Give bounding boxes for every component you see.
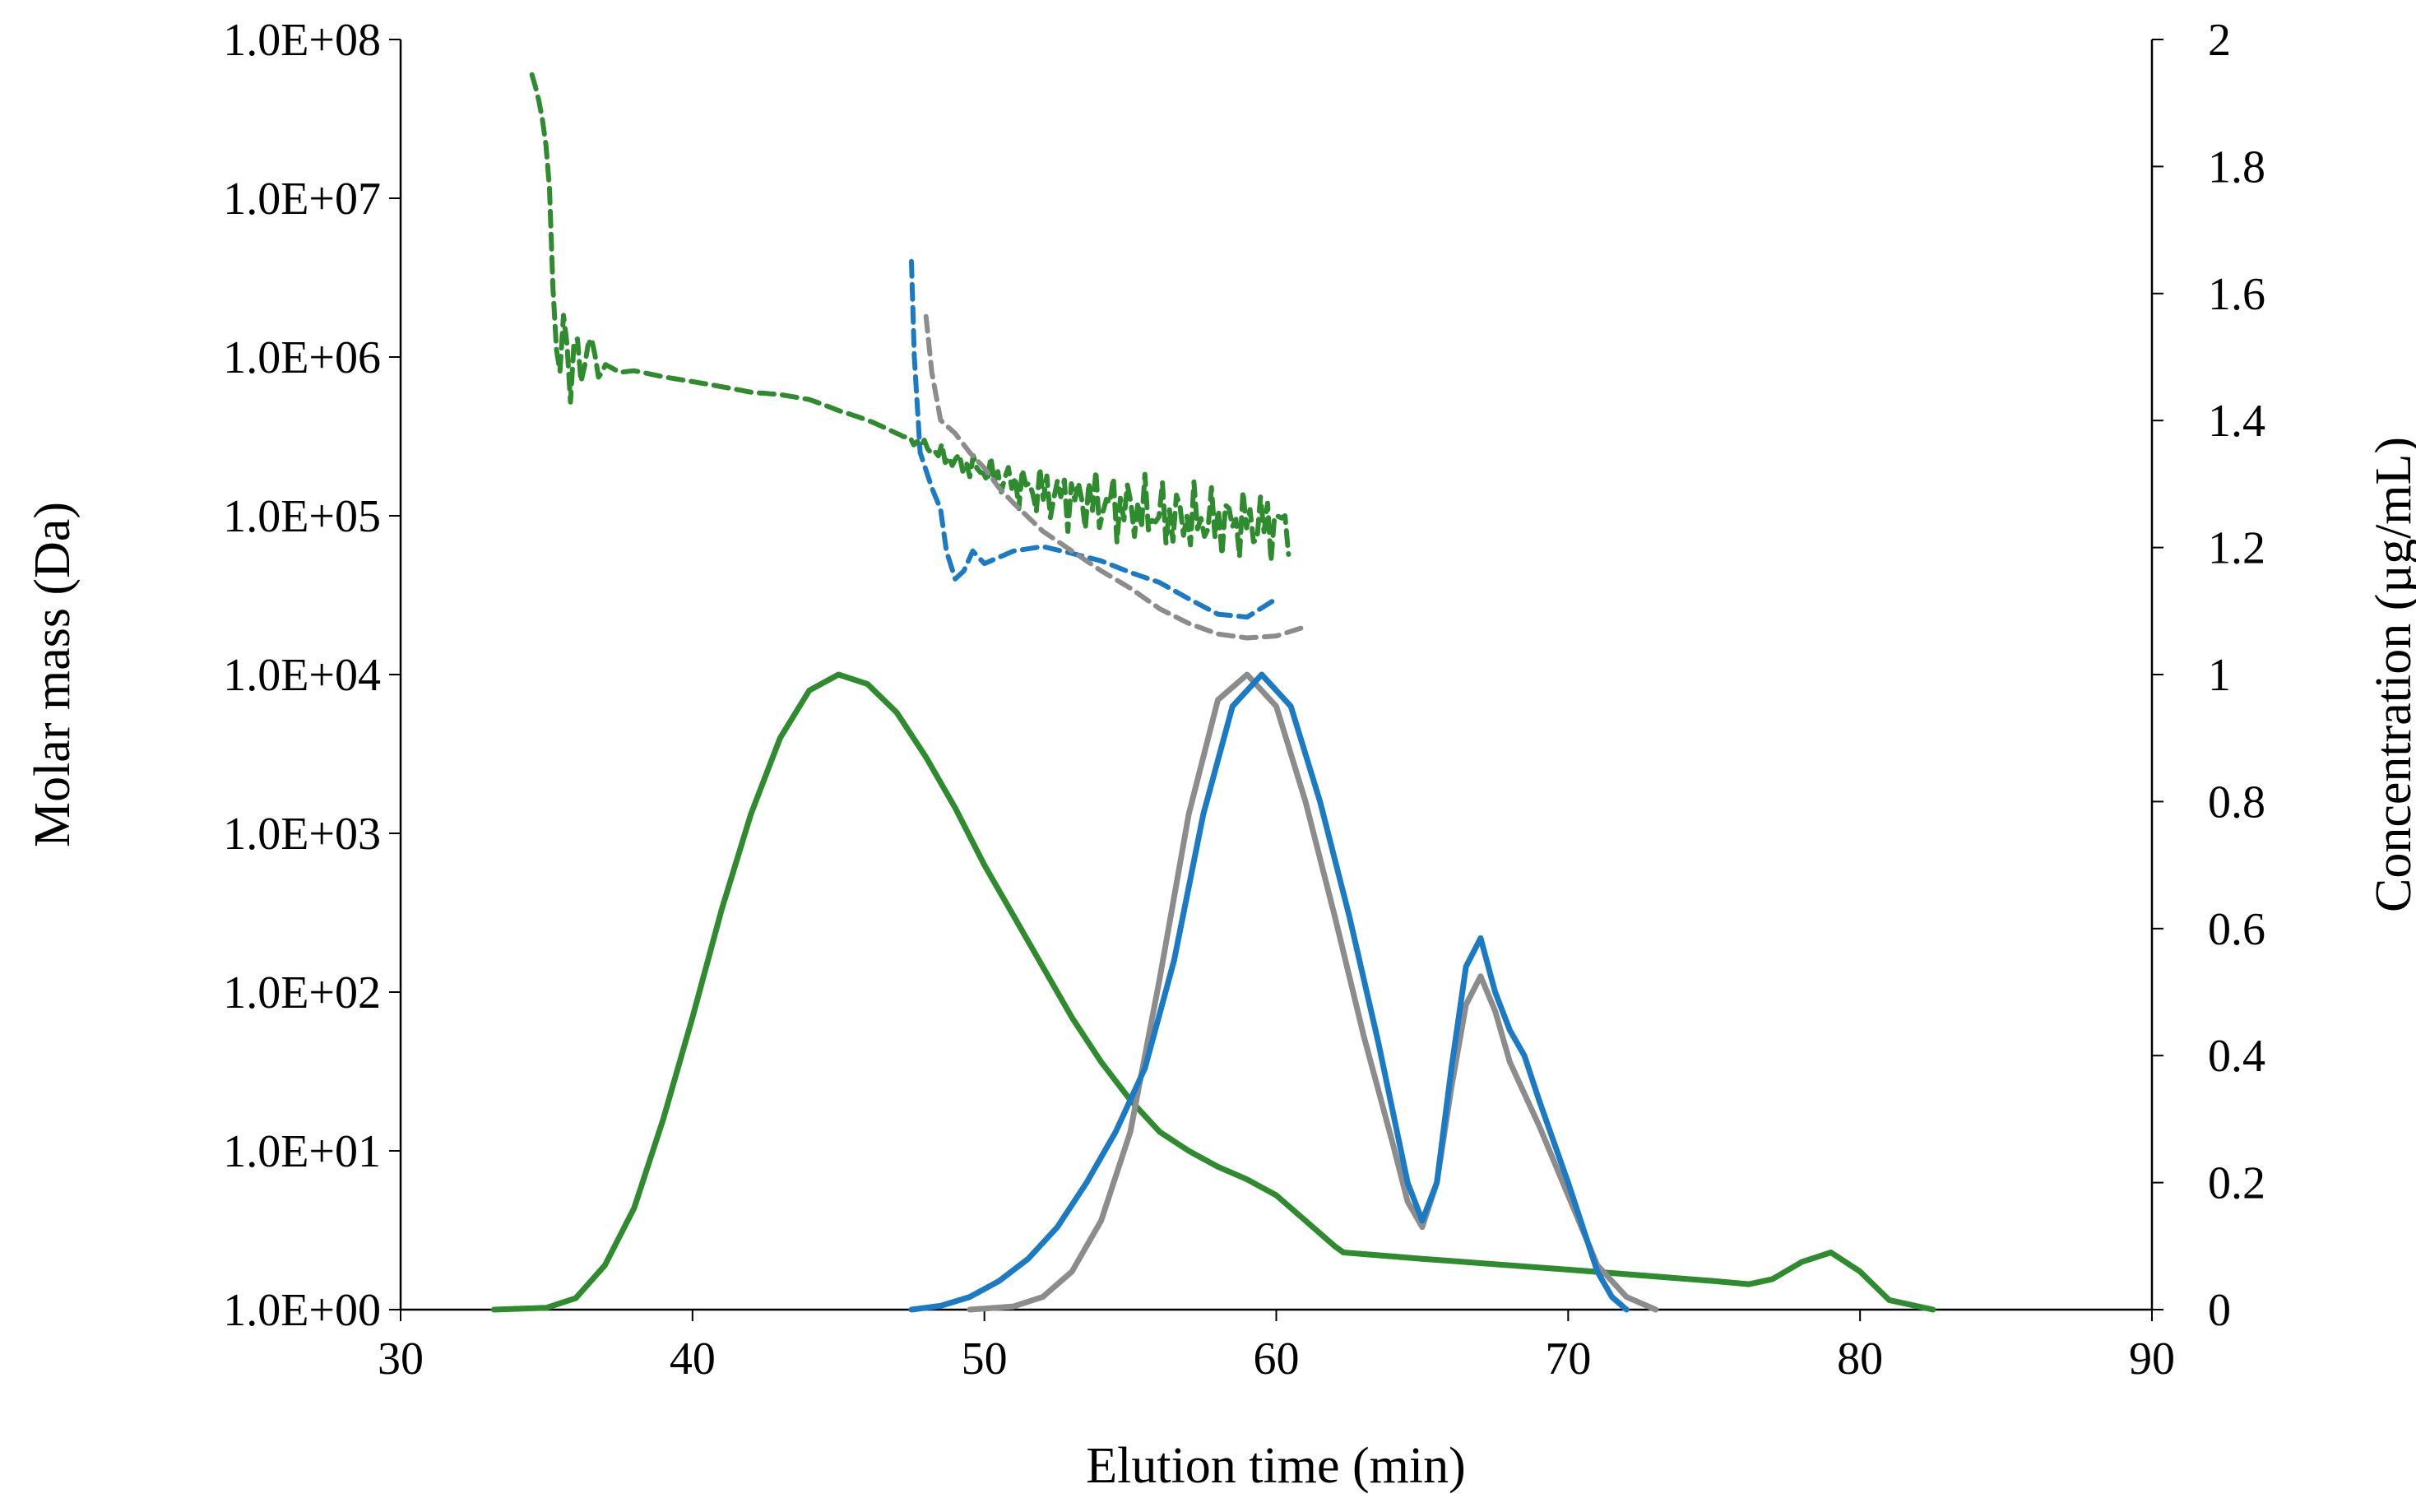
right-y-tick-label: 1.2: [2208, 523, 2265, 574]
x-tick-label: 80: [1837, 1333, 1883, 1384]
series-green-concentration: [491, 671, 1936, 1313]
x-tick-label: 60: [1254, 1333, 1300, 1384]
left-y-tick-label: 1.0E+05: [223, 491, 381, 542]
left-y-tick-label: 1.0E+03: [223, 809, 381, 860]
left-y-tick-label: 1.0E+02: [223, 967, 381, 1018]
left-y-tick-label: 1.0E+06: [223, 332, 381, 383]
series-gray-concentration: [967, 671, 1659, 1313]
right-y-tick-label: 0: [2208, 1285, 2231, 1336]
x-tick-label: 90: [2129, 1333, 2175, 1384]
right-y-tick-label: 0.2: [2208, 1158, 2265, 1209]
left-y-tick-label: 1.0E+00: [223, 1285, 381, 1336]
right-y-tick-label: 0.8: [2208, 777, 2265, 828]
x-tick-label: 40: [670, 1333, 716, 1384]
series-gray-molar-mass: [923, 313, 1308, 641]
x-tick-label: 70: [1545, 1333, 1591, 1384]
right-y-tick-label: 1.8: [2208, 141, 2265, 192]
x-axis-label: Elution time (min): [1086, 1438, 1466, 1494]
ticks-layer: 30 40 50 60 70 80 90 1.0E+00 1.0E+01 1.0E+02 1.0E+…: [223, 15, 2265, 1384]
series-layer: [491, 72, 1936, 1313]
series-blue-concentration: [908, 671, 1630, 1313]
x-tick-label: 50: [962, 1333, 1008, 1384]
left-y-tick-label: 1.0E+01: [223, 1126, 381, 1177]
right-y-tick-label: 0.4: [2208, 1031, 2265, 1082]
right-y-axis-label: Concentration (µg/mL): [2366, 437, 2416, 912]
right-y-tick-label: 1: [2208, 650, 2231, 701]
left-y-tick-label: 1.0E+08: [223, 15, 381, 66]
left-y-axis-label: Molar mass (Da): [25, 502, 81, 847]
right-y-tick-label: 2: [2208, 15, 2231, 66]
right-y-tick-label: 1.6: [2208, 269, 2265, 320]
x-tick-label: 30: [378, 1333, 424, 1384]
right-y-tick-label: 0.6: [2208, 904, 2265, 955]
series-green-molar-mass: [529, 72, 1291, 564]
right-y-tick-label: 1.4: [2208, 396, 2265, 447]
left-y-tick-label: 1.0E+07: [223, 174, 381, 225]
series-blue-molar-mass: [909, 258, 1279, 620]
left-y-tick-label: 1.0E+04: [223, 650, 381, 701]
